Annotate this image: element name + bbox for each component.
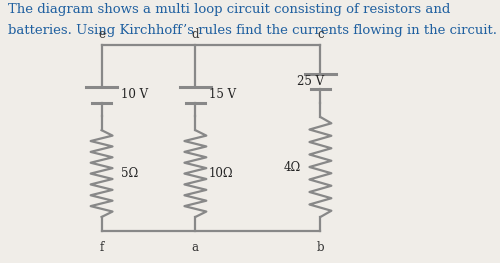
Text: e: e xyxy=(98,28,105,41)
Text: d: d xyxy=(192,28,199,41)
Text: 10Ω: 10Ω xyxy=(209,167,234,180)
Text: batteries. Using Kirchhoff’s rules find the currents flowing in the circuit.: batteries. Using Kirchhoff’s rules find … xyxy=(8,24,497,37)
Text: 4Ω: 4Ω xyxy=(284,160,301,174)
Text: 15 V: 15 V xyxy=(209,88,236,101)
Text: 10 V: 10 V xyxy=(121,88,148,101)
Text: 25 V: 25 V xyxy=(297,75,324,88)
Text: b: b xyxy=(316,241,324,254)
Text: f: f xyxy=(100,241,103,254)
Text: a: a xyxy=(192,241,199,254)
Text: 5Ω: 5Ω xyxy=(121,167,138,180)
Text: c: c xyxy=(317,28,324,41)
Text: The diagram shows a multi loop circuit consisting of resistors and: The diagram shows a multi loop circuit c… xyxy=(8,3,450,16)
